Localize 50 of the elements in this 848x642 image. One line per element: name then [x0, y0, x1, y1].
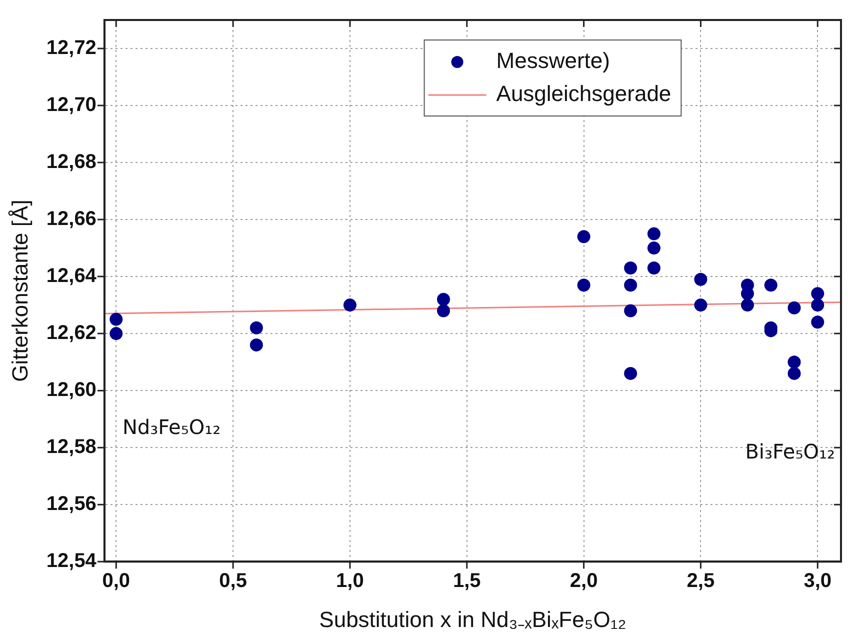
point: [110, 312, 123, 326]
y-tick-label: 12,70: [46, 94, 96, 116]
legend-label: Messwerte): [496, 48, 610, 74]
x-tick-label: 1,5: [452, 570, 481, 592]
point: [740, 298, 754, 312]
point: [436, 292, 450, 306]
y-tick-label: 12,64: [46, 265, 98, 288]
y-tick-label: 12,58: [46, 436, 96, 458]
annotation: Bi₃Fe₅O₁₂: [745, 439, 835, 464]
point: [811, 298, 824, 312]
x-tick-label: 0,5: [219, 570, 247, 592]
point: [788, 356, 801, 369]
point: [343, 298, 356, 312]
point: [624, 304, 638, 318]
legend-label: Ausgleichsgerade: [496, 81, 672, 106]
y-tick-label: 12,60: [46, 379, 96, 402]
point: [764, 278, 778, 292]
point: [647, 227, 660, 240]
y-tick-label: 12,72: [46, 37, 96, 60]
point: [647, 261, 660, 274]
y-tick-label: 12,54: [46, 550, 98, 572]
point: [811, 316, 824, 329]
point: [788, 301, 801, 314]
x-tick-label: 1,0: [336, 570, 364, 592]
y-tick-label: 12,68: [46, 151, 96, 174]
point: [110, 327, 123, 340]
y-tick-label: 12,66: [46, 208, 96, 230]
annotation: Nd₃Fe₅O₁₂: [122, 415, 221, 440]
x-axis-title: Substitution x in Nd₃₋ₓBiₓFe₅O₁₂: [319, 606, 626, 632]
point: [811, 287, 824, 300]
point: [250, 321, 263, 334]
point: [647, 242, 660, 255]
x-tick-label: 2,0: [570, 570, 598, 592]
point: [740, 287, 754, 300]
point: [694, 298, 708, 312]
point: [577, 278, 590, 292]
x-tick-label: 0,0: [102, 570, 130, 592]
point: [436, 304, 450, 318]
x-tick-label: 3,0: [804, 570, 832, 592]
point: [694, 272, 708, 286]
point: [624, 366, 638, 380]
point: [624, 261, 638, 274]
y-tick-label: 12,56: [46, 493, 96, 516]
point: [624, 278, 638, 292]
point: [250, 338, 263, 352]
point: [788, 366, 801, 380]
point: [577, 230, 590, 244]
x-tick-label: 2,5: [686, 570, 715, 592]
y-axis-title: Gitterkonstante [Å]: [7, 200, 32, 382]
y-tick-label: 12,62: [46, 322, 96, 344]
